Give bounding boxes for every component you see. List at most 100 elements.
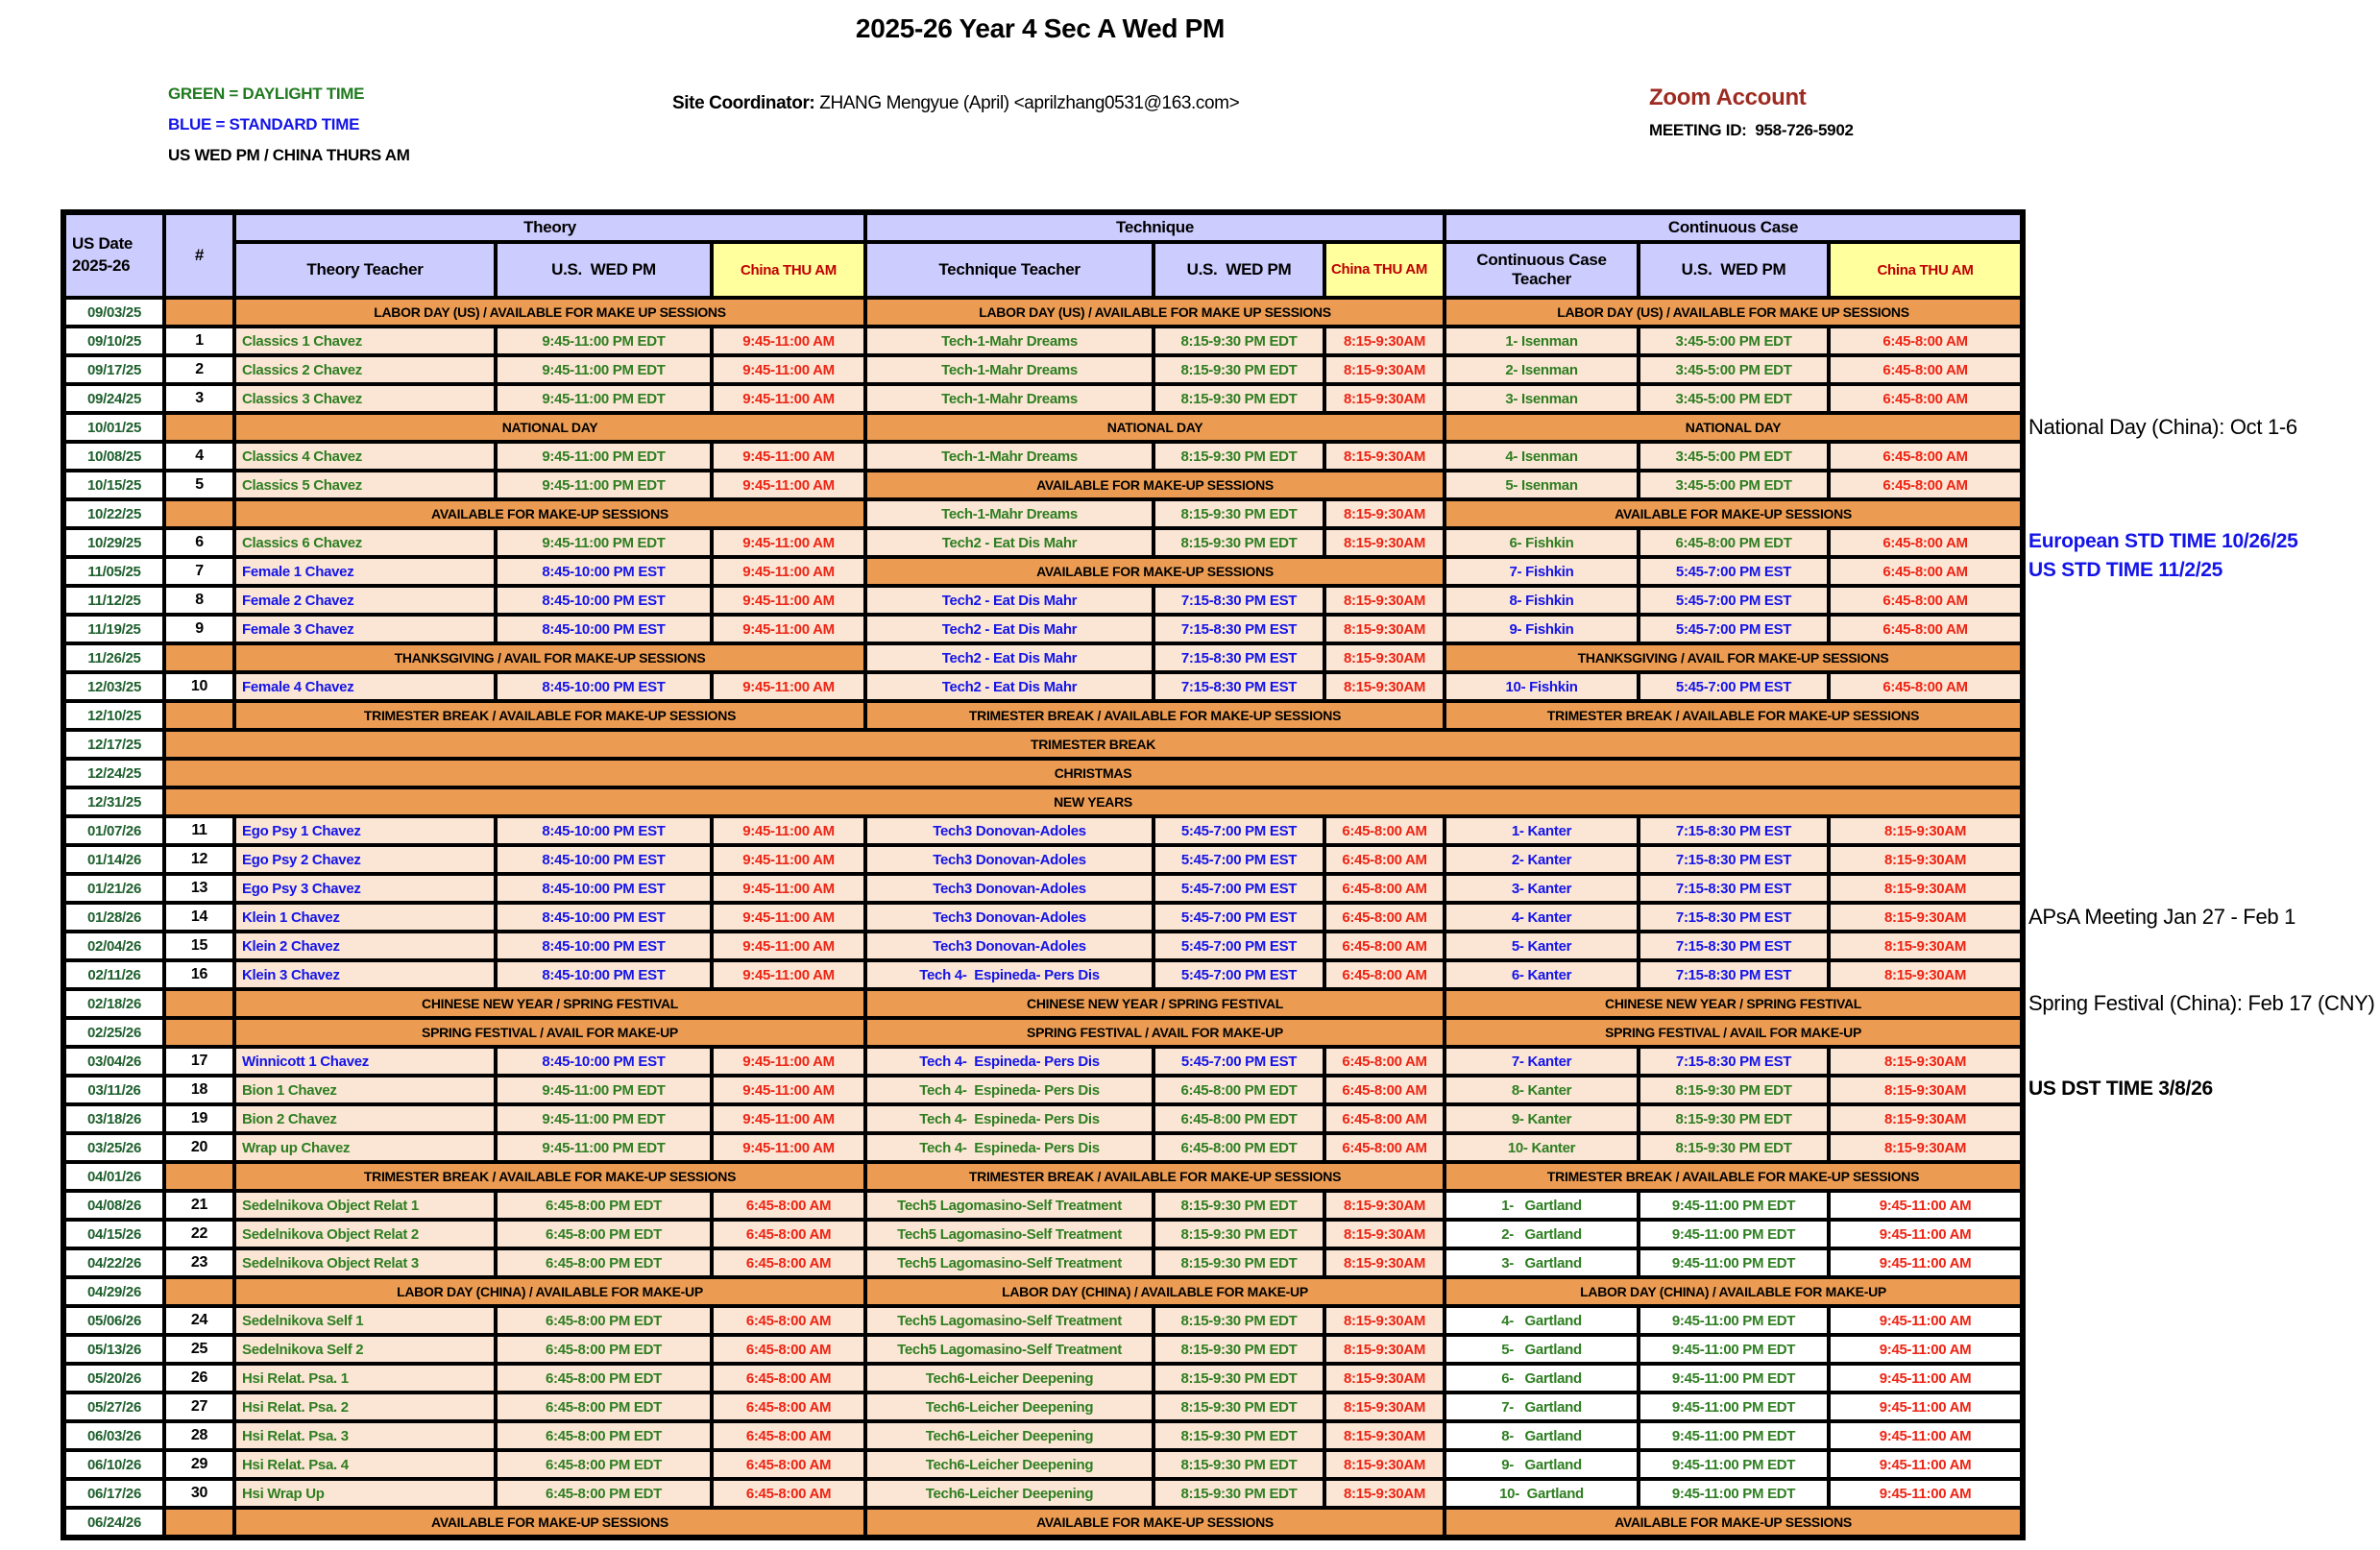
theory-teacher-cell: Female 4 Chavez — [232, 670, 498, 703]
date-cell: 11/05/25 — [61, 555, 166, 588]
margin-annotation: US DST TIME 3/8/26 — [2028, 1078, 2213, 1100]
cc-teacher-cell: 6- Gartland — [1443, 1362, 1641, 1394]
cc-teacher-cell: 1- Isenman — [1443, 325, 1641, 357]
cc-us-time-cell: 8:15-9:30 PM EDT — [1637, 1074, 1832, 1106]
date-cell: 04/01/26 — [61, 1160, 166, 1193]
schedule-row: 03/11/26 18 Bion 1 Chavez 9:45-11:00 PM EDT… — [61, 1074, 2026, 1106]
cc-china-time-cell: 6:45-8:00 AM — [1827, 325, 2026, 357]
theory-teacher-cell: Sedelnikova Self 1 — [232, 1304, 498, 1337]
num-cell: 29 — [162, 1448, 236, 1481]
date-cell: 01/14/26 — [61, 843, 166, 876]
schedule-row: 11/12/25 8 Female 2 Chavez 8:45-10:00 PM ES… — [61, 584, 2026, 617]
theory-us-time-cell: 6:45-8:00 PM EDT — [494, 1448, 714, 1481]
date-cell: 05/13/26 — [61, 1333, 166, 1366]
num-cell: 20 — [162, 1131, 236, 1164]
num-cell: 26 — [162, 1362, 236, 1394]
theory-teacher-header: Theory Teacher — [232, 240, 498, 300]
schedule-row: 10/22/25 AVAILABLE FOR MAKE-UP SESSIONS Te… — [61, 497, 2026, 530]
cc-us-time-cell: 6:45-8:00 PM EDT — [1637, 526, 1832, 559]
num-cell: 30 — [162, 1477, 236, 1510]
num-cell: 5 — [162, 469, 236, 501]
tech-us-time-cell: 8:15-9:30 PM EDT — [1152, 1333, 1327, 1366]
num-cell: 22 — [162, 1218, 236, 1250]
theory-teacher-cell: Hsi Wrap Up — [232, 1477, 498, 1510]
theory-us-time-cell: 8:45-10:00 PM EST — [494, 814, 714, 847]
cc-us-time-cell: 5:45-7:00 PM EST — [1637, 555, 1832, 588]
technique-holiday-span: TRIMESTER BREAK / AVAILABLE FOR MAKE-UP … — [863, 1160, 1447, 1193]
tech-us-time-cell: 8:15-9:30 PM EDT — [1152, 1247, 1327, 1279]
schedule-row: 10/08/25 4 Classics 4 Chavez 9:45-11:00 PM … — [61, 440, 2026, 472]
us-date-header: US Date 2025-26 — [61, 210, 166, 300]
margin-annotation: European STD TIME 10/26/25 — [2028, 530, 2298, 552]
tech-china-time-cell: 6:45-8:00 AM — [1323, 843, 1447, 876]
cc-china-time-cell: 9:45-11:00 AM — [1827, 1304, 2026, 1337]
tech-teacher-cell: Tech2 - Eat Dis Mahr — [863, 613, 1156, 645]
schedule-row: 10/01/25 NATIONAL DAY NATIONAL DAY NATIONAL… — [61, 411, 2026, 444]
tech-teacher-cell: Tech2 - Eat Dis Mahr — [863, 642, 1156, 674]
tech-us-time-cell: 5:45-7:00 PM EST — [1152, 930, 1327, 962]
cc-us-time-cell: 9:45-11:00 PM EDT — [1637, 1189, 1832, 1222]
tech-teacher-cell: Tech 4- Espineda- Pers Dis — [863, 958, 1156, 991]
num-cell: 10 — [162, 670, 236, 703]
tech-us-time-cell: 8:15-9:30 PM EDT — [1152, 1477, 1327, 1510]
theory-teacher-cell: Classics 4 Chavez — [232, 440, 498, 472]
cc-us-time-cell: 9:45-11:00 PM EDT — [1637, 1304, 1832, 1337]
tech-us-time-cell: 8:15-9:30 PM EDT — [1152, 1419, 1327, 1452]
tech-china-time-cell: 8:15-9:30AM — [1323, 440, 1447, 472]
num-cell: 8 — [162, 584, 236, 617]
cc-teacher-cell: 5- Kanter — [1443, 930, 1641, 962]
tech-china-time-cell: 6:45-8:00 AM — [1323, 1045, 1447, 1078]
cc-china-time-cell: 6:45-8:00 AM — [1827, 584, 2026, 617]
theory-china-time-cell: 6:45-8:00 AM — [709, 1448, 868, 1481]
theory-holiday-span: LABOR DAY (US) / AVAILABLE FOR MAKE UP S… — [231, 296, 868, 328]
cc-us-time-cell: 9:45-11:00 PM EDT — [1637, 1448, 1832, 1481]
num-cell: 9 — [162, 613, 236, 645]
num-cell: 25 — [162, 1333, 236, 1366]
legend-note: US WED PM / CHINA THURS AM — [168, 146, 410, 164]
schedule-row: 02/11/26 16 Klein 3 Chavez 8:45-10:00 PM ES… — [61, 958, 2026, 991]
theory-teacher-cell: Klein 2 Chavez — [232, 930, 498, 962]
cc-us-time-cell: 5:45-7:00 PM EST — [1637, 613, 1832, 645]
schedule-row: 04/15/26 22 Sedelnikova Object Relat 2 6:45… — [61, 1218, 2026, 1250]
num-cell: 21 — [162, 1189, 236, 1222]
theory-teacher-cell: Bion 1 Chavez — [232, 1074, 498, 1106]
theory-china-time-cell: 9:45-11:00 AM — [709, 1045, 868, 1078]
tech-us-time-cell: 8:15-9:30 PM EDT — [1152, 353, 1327, 386]
tech-us-time-cell: 8:15-9:30 PM EDT — [1152, 382, 1327, 415]
tech-teacher-cell: Tech3 Donovan-Adoles — [863, 814, 1156, 847]
theory-china-time-cell: 9:45-11:00 AM — [709, 1074, 868, 1106]
theory-teacher-cell: Hsi Relat. Psa. 3 — [232, 1419, 498, 1452]
num-cell: 2 — [162, 353, 236, 386]
num-cell — [162, 1016, 236, 1049]
tech-teacher-cell: Tech5 Lagomasino-Self Treatment — [863, 1218, 1156, 1250]
schedule-row: 02/18/26 CHINESE NEW YEAR / SPRING FESTIV… — [61, 987, 2026, 1020]
theory-us-time-cell: 9:45-11:00 PM EDT — [494, 353, 714, 386]
theory-teacher-cell: Sedelnikova Object Relat 2 — [232, 1218, 498, 1250]
theory-holiday-span: SPRING FESTIVAL / AVAIL FOR MAKE-UP — [231, 1016, 868, 1049]
theory-group-header: Theory — [231, 210, 868, 244]
cc-teacher-cell: 3- Kanter — [1443, 872, 1641, 905]
holiday-span: NEW YEARS — [161, 786, 2026, 818]
cc-teacher-cell: 10- Gartland — [1443, 1477, 1641, 1510]
tech-china-time-cell: 6:45-8:00 AM — [1323, 958, 1447, 991]
schedule-row: 01/14/26 12 Ego Psy 2 Chavez 8:45-10:00 PM … — [61, 843, 2026, 876]
tech-china-time-cell: 8:15-9:30AM — [1323, 613, 1447, 645]
tech-china-time-cell: 6:45-8:00 AM — [1323, 1074, 1447, 1106]
cc-teacher-cell: 4- Kanter — [1443, 901, 1641, 933]
tech-china-time-cell: 8:15-9:30AM — [1323, 497, 1447, 530]
schedule-row: 06/24/26 AVAILABLE FOR MAKE-UP SESSIONS AV… — [61, 1506, 2026, 1539]
cc-china-time-cell: 8:15-9:30AM — [1827, 958, 2026, 991]
date-cell: 01/07/26 — [61, 814, 166, 847]
theory-china-time-cell: 9:45-11:00 AM — [709, 901, 868, 933]
tech-china-time-cell: 8:15-9:30AM — [1323, 1247, 1447, 1279]
num-cell: 11 — [162, 814, 236, 847]
theory-holiday-span: AVAILABLE FOR MAKE-UP SESSIONS — [231, 497, 868, 530]
schedule-row: 12/10/25 TRIMESTER BREAK / AVAILABLE FOR … — [61, 699, 2026, 732]
theory-us-time-cell: 6:45-8:00 PM EDT — [494, 1304, 714, 1337]
cc-china-time-cell: 6:45-8:00 AM — [1827, 555, 2026, 588]
theory-teacher-cell: Sedelnikova Self 2 — [232, 1333, 498, 1366]
cc-teacher-cell: 8- Gartland — [1443, 1419, 1641, 1452]
schedule-row: 12/24/25 CHRISTMAS — [61, 757, 2026, 789]
cc-teacher-cell: 2- Kanter — [1443, 843, 1641, 876]
date-cell: 10/08/25 — [61, 440, 166, 472]
